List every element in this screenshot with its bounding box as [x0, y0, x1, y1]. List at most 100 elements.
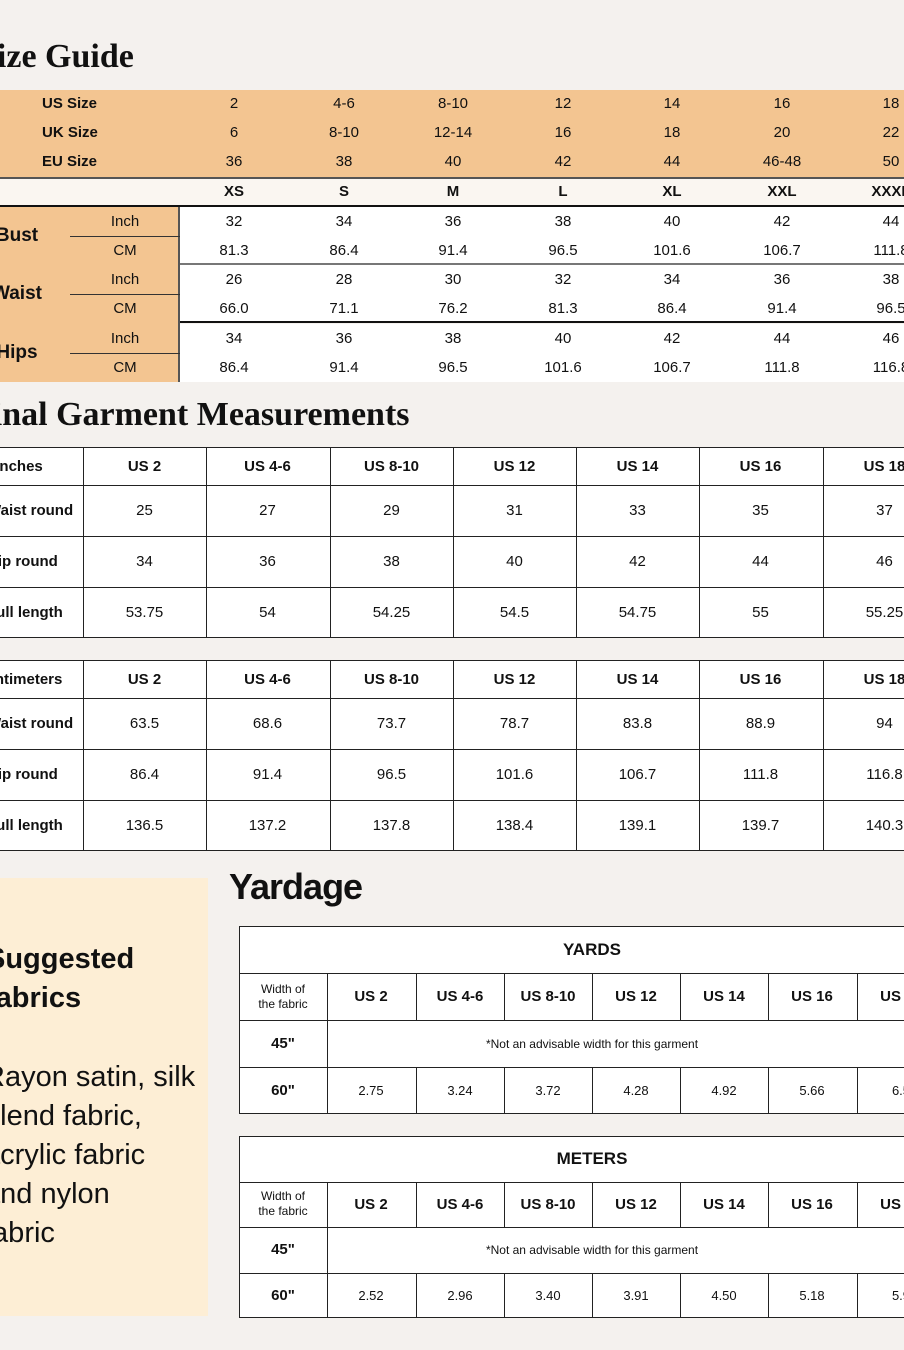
row-line [0, 800, 904, 801]
size-header: US 8-10 [363, 457, 420, 475]
yardage-value: 5.66 [799, 1083, 825, 1098]
size-value: 6 [229, 124, 239, 141]
fabrics-title-line: fabrics [0, 982, 82, 1014]
row-line [239, 1020, 904, 1021]
measurement-value: 31 [506, 502, 523, 519]
measurement-value: 111.8 [742, 766, 779, 783]
measurement-value: 138.4 [495, 817, 534, 834]
size-letter: L [558, 183, 568, 200]
col-line [680, 1067, 681, 1114]
col-line [857, 1067, 858, 1114]
yardage-value: 2.96 [447, 1287, 473, 1303]
col-line [416, 1272, 417, 1318]
yardage-title: Yardage [229, 866, 363, 907]
size-value: 20 [773, 124, 791, 141]
not-advisable-note: *Not an advisable width for this garment [485, 1242, 699, 1257]
inch-value: 34 [225, 329, 243, 347]
measurement-value: 37 [876, 502, 893, 519]
size-value: 44 [663, 153, 681, 170]
size-letter: XL [662, 183, 682, 200]
measurement-value: 68.6 [252, 715, 283, 732]
measurement-value: 73.7 [376, 715, 407, 732]
size-header: US 8-10 [520, 1195, 576, 1213]
suggested-fabrics-panel: Suggested fabrics Rayon satin, silk blend… [0, 878, 208, 1316]
size-value: 16 [773, 95, 791, 112]
yardage-value: 4.92 [711, 1083, 737, 1098]
measurement-value: 86.4 [129, 766, 160, 783]
cm-value: 91.4 [329, 358, 359, 376]
garment-table-bg [0, 660, 904, 850]
row-line [0, 850, 904, 851]
cm-value: 111.8 [764, 358, 800, 376]
fabrics-title: Suggested fabrics [0, 940, 134, 1018]
col-line [83, 660, 84, 850]
inch-value: 40 [554, 329, 572, 347]
size-header: US 4-6 [436, 1195, 484, 1213]
size-header: US 14 [703, 1195, 745, 1213]
measurement-label: Hip round [0, 553, 58, 570]
size-value: 36 [225, 153, 243, 170]
unit-header: Inches [0, 457, 43, 475]
col-line [592, 1272, 593, 1318]
measurement-value: 54.5 [499, 604, 530, 621]
yardage-value: 3.72 [535, 1083, 561, 1098]
fabric-line: and nylon [0, 1178, 110, 1210]
size-header: US 12 [493, 457, 536, 475]
measure-label: Bust [0, 225, 39, 246]
garment-table-bg [0, 447, 904, 637]
size-header: US 12 [615, 988, 657, 1005]
col-line [83, 447, 84, 637]
cm-value: 66.0 [219, 300, 249, 318]
row-line [0, 587, 904, 588]
unit-header: Centimeters [0, 670, 63, 688]
yardage-value: 4.28 [623, 1083, 649, 1098]
cm-value: 81.3 [219, 242, 249, 259]
col-line [504, 1272, 505, 1318]
col-line [416, 1181, 417, 1227]
unit-cm: CM [113, 242, 137, 259]
fabric-line: Rayon satin, silk [0, 1061, 196, 1093]
cm-value: 86.4 [657, 300, 687, 318]
unit-cm: CM [113, 358, 137, 376]
measure-label: Hips [0, 341, 38, 363]
measurement-value: 25 [136, 502, 153, 519]
size-value: 40 [444, 153, 462, 170]
measurement-value: 63.5 [129, 715, 160, 732]
col-line [768, 973, 769, 1020]
inch-value: 42 [663, 329, 681, 347]
measurement-value: 34 [136, 553, 153, 570]
size-band [0, 90, 904, 177]
measure-row [180, 323, 904, 382]
size-value: 38 [335, 153, 353, 170]
col-line [327, 973, 328, 1020]
cm-value: 86.4 [329, 242, 359, 259]
size-value: 4-6 [333, 95, 355, 112]
cm-value: 101.6 [653, 242, 691, 259]
measure-divider [70, 352, 180, 354]
inch-value: 40 [663, 213, 681, 230]
fabrics-list: Rayon satin, silk blend fabric, acrylic fa… [0, 1058, 195, 1253]
not-advisable-note: *Not an advisable width for this garment [485, 1036, 699, 1051]
col-line [453, 447, 454, 637]
size-value: 16 [554, 124, 572, 141]
measurement-value: 36 [259, 553, 276, 570]
size-header: US 18 [863, 457, 904, 475]
unit-header: YARDS [563, 939, 621, 959]
size-header: US 14 [616, 457, 659, 475]
unit-header: METERS [556, 1148, 628, 1168]
inch-value: 44 [773, 329, 791, 347]
inch-value: 32 [225, 213, 243, 230]
row-line [239, 1067, 904, 1068]
col-line [504, 973, 505, 1020]
size-value: 8-10 [328, 124, 360, 141]
col-line [327, 1067, 328, 1114]
measure-row [180, 207, 904, 265]
measurement-value: 27 [259, 502, 276, 519]
size-header: US 2 [354, 1195, 388, 1213]
col-line [327, 1227, 328, 1273]
fabric-width: 60" [271, 1082, 295, 1099]
inch-value: 38 [444, 329, 462, 347]
cm-value: 81.3 [548, 300, 578, 318]
measurement-value: 33 [629, 502, 646, 519]
col-line [453, 660, 454, 850]
